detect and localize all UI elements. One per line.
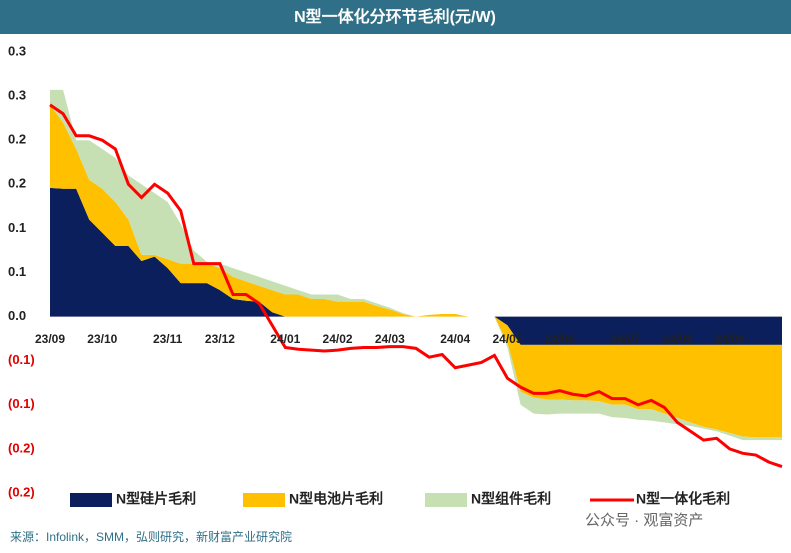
y-tick-label: 0.1 bbox=[8, 264, 26, 279]
x-tick-label: 24/03 bbox=[375, 332, 405, 346]
x-tick-label: 23/10 bbox=[87, 332, 117, 346]
legend-label: N型电池片毛利 bbox=[289, 491, 383, 507]
x-tick-label: 24/07 bbox=[610, 332, 640, 346]
x-tick-label: 23/11 bbox=[153, 332, 183, 346]
x-tick-label: 24/09 bbox=[715, 332, 745, 346]
title-bar bbox=[0, 0, 791, 34]
area bbox=[50, 104, 782, 438]
y-tick-label: 0.0 bbox=[8, 308, 26, 323]
y-tick-label: 0.3 bbox=[8, 43, 26, 58]
x-tick-label: 24/01 bbox=[270, 332, 300, 346]
x-tick-label: 23/12 bbox=[205, 332, 235, 346]
x-tick-label: 24/05 bbox=[492, 332, 522, 346]
y-tick-label: (0.1) bbox=[8, 396, 35, 411]
y-tick-label: (0.1) bbox=[8, 352, 35, 367]
y-tick-label: 0.2 bbox=[8, 132, 26, 147]
legend-swatch bbox=[425, 493, 467, 507]
line bbox=[49, 103, 783, 468]
legend-swatch bbox=[243, 493, 285, 507]
y-tick-label: (0.2) bbox=[8, 484, 35, 499]
area bbox=[50, 187, 782, 345]
source: 来源：Infolink，SMM，弘则研究，新财富产业研究院 bbox=[10, 529, 292, 544]
y-tick-label: (0.2) bbox=[8, 440, 35, 455]
x-tick-label: 24/04 bbox=[440, 332, 470, 346]
x-tick-label: 23/09 bbox=[35, 332, 65, 346]
legend-label: N型硅片毛利 bbox=[116, 491, 196, 507]
chart-title: N型一体化分环节毛利(元/W) bbox=[294, 7, 496, 26]
y-tick-label: 0.1 bbox=[8, 220, 26, 235]
x-tick-label: 24/06 bbox=[545, 332, 575, 346]
legend-label: N型组件毛利 bbox=[471, 491, 551, 507]
legend-label: N型一体化毛利 bbox=[636, 491, 730, 507]
watermark: 公众号 · 观富资产 bbox=[585, 511, 703, 529]
x-tick-label: 24/08 bbox=[662, 332, 692, 346]
y-tick-label: 0.3 bbox=[8, 88, 26, 103]
legend-swatch bbox=[70, 493, 112, 507]
x-tick-label: 24/02 bbox=[323, 332, 353, 346]
y-tick-label: 0.2 bbox=[8, 176, 26, 191]
